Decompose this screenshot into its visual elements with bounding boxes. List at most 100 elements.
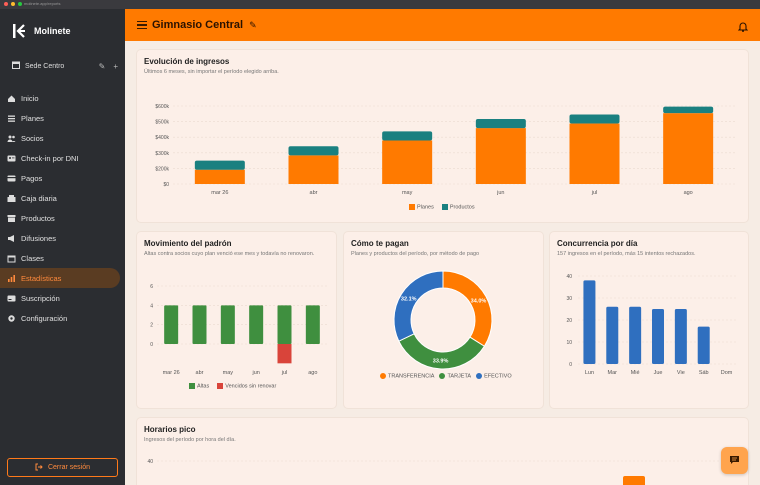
y-tick-label: 20 (566, 318, 572, 324)
cashbox-icon (7, 194, 16, 203)
chat-button[interactable] (721, 447, 748, 474)
calendar-icon (7, 254, 16, 263)
sidebar-item-label: Pagos (21, 173, 43, 183)
id-card-icon (7, 154, 16, 163)
sidebar-nav: Inicio Planes Socios Check-in por DNI Pagos C… (0, 88, 125, 328)
bar-altas (192, 305, 207, 344)
edit-sede-icon[interactable]: ✎ (98, 61, 106, 71)
sidebar-item-id-card[interactable]: Check-in por DNI (0, 148, 120, 168)
sidebar-item-card[interactable]: Pagos (0, 168, 120, 188)
sidebar-item-label: Difusiones (21, 233, 57, 243)
x-tick-label: Mar (608, 370, 618, 376)
card-subtitle: Últimos 6 meses, sin importar el período… (144, 69, 279, 75)
sede-selector[interactable]: Sede Centro ✎ + (12, 61, 118, 71)
ingresos-chart: $0 $200k $300k $400k $500k $600k mar 26 abr may j… (155, 104, 735, 196)
gear-icon (7, 314, 16, 323)
bar (629, 306, 642, 364)
sidebar-item-calendar[interactable]: Clases (0, 248, 120, 268)
app-name: Molinete (34, 26, 71, 36)
box-icon (7, 214, 16, 223)
bar-productos (663, 106, 714, 114)
sidebar-item-home[interactable]: Inicio (0, 88, 120, 108)
menu-icon[interactable] (137, 19, 147, 32)
slice-label: 32.1% (401, 296, 417, 302)
x-tick-label: Mié (631, 370, 640, 376)
sidebar-item-list[interactable]: Planes (0, 108, 120, 128)
sidebar-item-subscription[interactable]: Suscripción (0, 288, 120, 308)
bar-planes (475, 128, 526, 184)
brand[interactable]: Molinete (12, 23, 71, 39)
x-tick-label: ago (308, 370, 317, 376)
sidebar-item-megaphone[interactable]: Difusiones (0, 228, 120, 248)
bar-altas (277, 305, 292, 344)
card-subtitle: Ingresos del período por hora del día. (144, 437, 236, 443)
bar-altas (249, 305, 264, 344)
sidebar-item-chart[interactable]: Estadísticas (0, 268, 120, 288)
bar-planes (288, 155, 339, 184)
bar-planes (663, 113, 714, 184)
slice-label: 34.0% (471, 298, 487, 304)
x-tick-label: may (223, 370, 234, 376)
x-tick-label: jul (591, 190, 598, 196)
x-tick-label: mar 26 (163, 370, 180, 376)
sede-label: Sede Centro (25, 62, 65, 70)
pagan-chart: 34.0% 33.9% 32.1% (393, 270, 493, 370)
address-bar[interactable]: molinete.app/reports (24, 1, 61, 6)
y-tick-label: $600k (155, 104, 169, 110)
chart-legend: Planes Productos (409, 204, 475, 210)
horarios-card: Horarios pico Ingresos del período por h… (137, 418, 748, 485)
logout-button[interactable]: Cerrar sesión (7, 458, 118, 477)
card-title: Horarios pico (144, 425, 196, 434)
y-tick-label: 40 (566, 274, 572, 280)
bar-productos (569, 114, 620, 124)
logout-icon (35, 463, 43, 473)
minimize-window-button[interactable] (11, 2, 15, 6)
x-tick-label: jun (251, 370, 259, 376)
x-tick-label: jul (281, 370, 288, 376)
legend-item: TRANSFERENCIA (380, 373, 434, 379)
sidebar: Molinete Sede Centro ✎ + Inicio Planes Soc… (0, 9, 125, 485)
chart-legend: TRANSFERENCIA TARJETA EFECTIVO (380, 373, 512, 379)
y-tick-label: $200k (155, 166, 169, 172)
y-tick-label: $300k (155, 151, 169, 157)
sidebar-item-label: Socios (21, 133, 44, 143)
x-tick-label: Vie (677, 370, 685, 376)
browser-top-bar: molinete.app/reports (0, 0, 760, 9)
sidebar-item-label: Check-in por DNI (21, 153, 79, 163)
sidebar-item-gear[interactable]: Configuración (0, 308, 120, 328)
y-tick-label: $0 (163, 182, 169, 188)
x-tick-label: Sáb (699, 370, 709, 376)
x-tick-label: may (402, 190, 413, 196)
y-tick-label: 0 (569, 362, 572, 368)
sidebar-item-cashbox[interactable]: Caja diaria (0, 188, 120, 208)
bar-altas (164, 305, 179, 344)
sidebar-item-users[interactable]: Socios (0, 128, 120, 148)
chart-legend: Altas Vencidos sin renovar (189, 383, 276, 389)
card-title: Evolución de ingresos (144, 57, 230, 66)
bar (652, 309, 664, 364)
y-tick-label: 4 (150, 303, 153, 309)
concurrencia-chart: 0 10 20 30 40 Lun Mar Mié Jue Vie Sáb Dom (566, 274, 738, 376)
logout-label: Cerrar sesión (47, 464, 90, 471)
sidebar-item-label: Caja diaria (21, 193, 57, 203)
y-tick-label: 10 (566, 340, 572, 346)
sidebar-item-box[interactable]: Productos (0, 208, 120, 228)
bar (623, 476, 645, 485)
bar (697, 326, 710, 364)
bell-icon[interactable] (737, 19, 749, 37)
maximize-window-button[interactable] (18, 2, 22, 6)
x-tick-label: Jue (654, 370, 663, 376)
bar-vencidos (277, 344, 292, 364)
window-controls (4, 2, 22, 6)
building-icon (12, 61, 20, 71)
card-subtitle: Planes y productos del período, por méto… (351, 251, 480, 257)
y-tick-label: 40 (147, 459, 153, 465)
close-window-button[interactable] (4, 2, 8, 6)
slice-efectivo (393, 270, 444, 342)
bar (674, 309, 687, 364)
page-title: Gimnasio Central (152, 19, 244, 31)
edit-title-icon[interactable]: ✎ (249, 19, 257, 30)
home-icon (7, 94, 16, 103)
add-sede-icon[interactable]: + (113, 61, 118, 71)
card-title: Cómo te pagan (351, 239, 409, 248)
